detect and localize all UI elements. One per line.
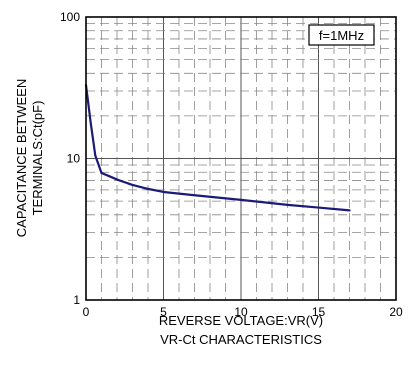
- grid: [86, 17, 396, 300]
- y-axis-label-line2: TERMINALS:Ct(pF): [30, 101, 45, 216]
- y-tick-label: 1: [73, 293, 80, 307]
- frequency-annotation: f=1MHz: [308, 24, 375, 46]
- x-tick-label: 0: [83, 305, 90, 319]
- y-tick-label: 100: [60, 10, 80, 24]
- x-tick-labels: 0 5 10 15 20: [83, 305, 403, 319]
- plot-frame: [85, 16, 397, 301]
- x-tick-label: 10: [234, 305, 248, 319]
- series-line-1: [84, 84, 351, 212]
- annotation-text: f=1MHz: [319, 28, 364, 43]
- annotation-box: [308, 24, 375, 46]
- y-tick-label: 10: [67, 152, 81, 166]
- x-tick-label: 5: [160, 305, 167, 319]
- y-axis-label-line1: CAPACITANCE BETWEEN: [14, 79, 29, 237]
- x-tick-label: 20: [389, 305, 403, 319]
- chart-title: VR-Ct CHARACTERISTICS: [160, 332, 322, 347]
- x-axis-label: REVERSE VOLTAGE:VR(V): [159, 313, 323, 328]
- x-tick-label: 15: [312, 305, 326, 319]
- y-tick-labels: 1 10 100: [60, 10, 80, 307]
- series-layer: [84, 84, 351, 212]
